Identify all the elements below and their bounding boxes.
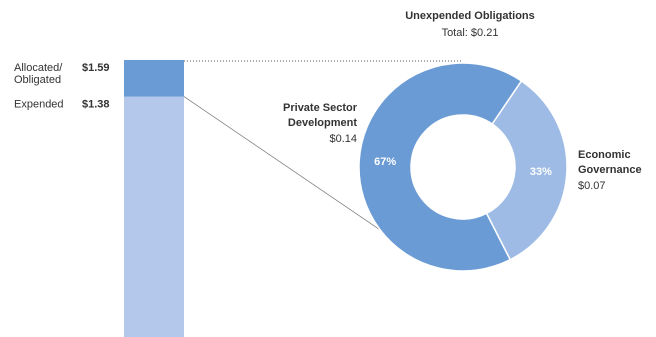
chart-subtitle: Total: $0.21 [442,27,499,39]
tick-name: Allocated/Obligated [14,62,63,86]
category-label: Economic Governance [578,149,642,176]
connector [183,96,393,239]
chart-title: Unexpended Obligations [405,10,535,22]
amount-label: $0.07 [578,180,606,192]
tick-name: Expended [14,98,64,110]
tick-value: $1.38 [82,98,110,110]
value-label: 67% [374,156,396,168]
bar-segment [124,96,184,337]
tick-value: $1.59 [82,62,110,74]
value-label: 33% [530,166,552,178]
category-label: Private Sector Development [283,102,358,129]
donut-slice [358,62,523,272]
donut-slice [485,79,568,261]
amount-label: $0.14 [329,133,357,145]
bar-segment [124,60,184,97]
